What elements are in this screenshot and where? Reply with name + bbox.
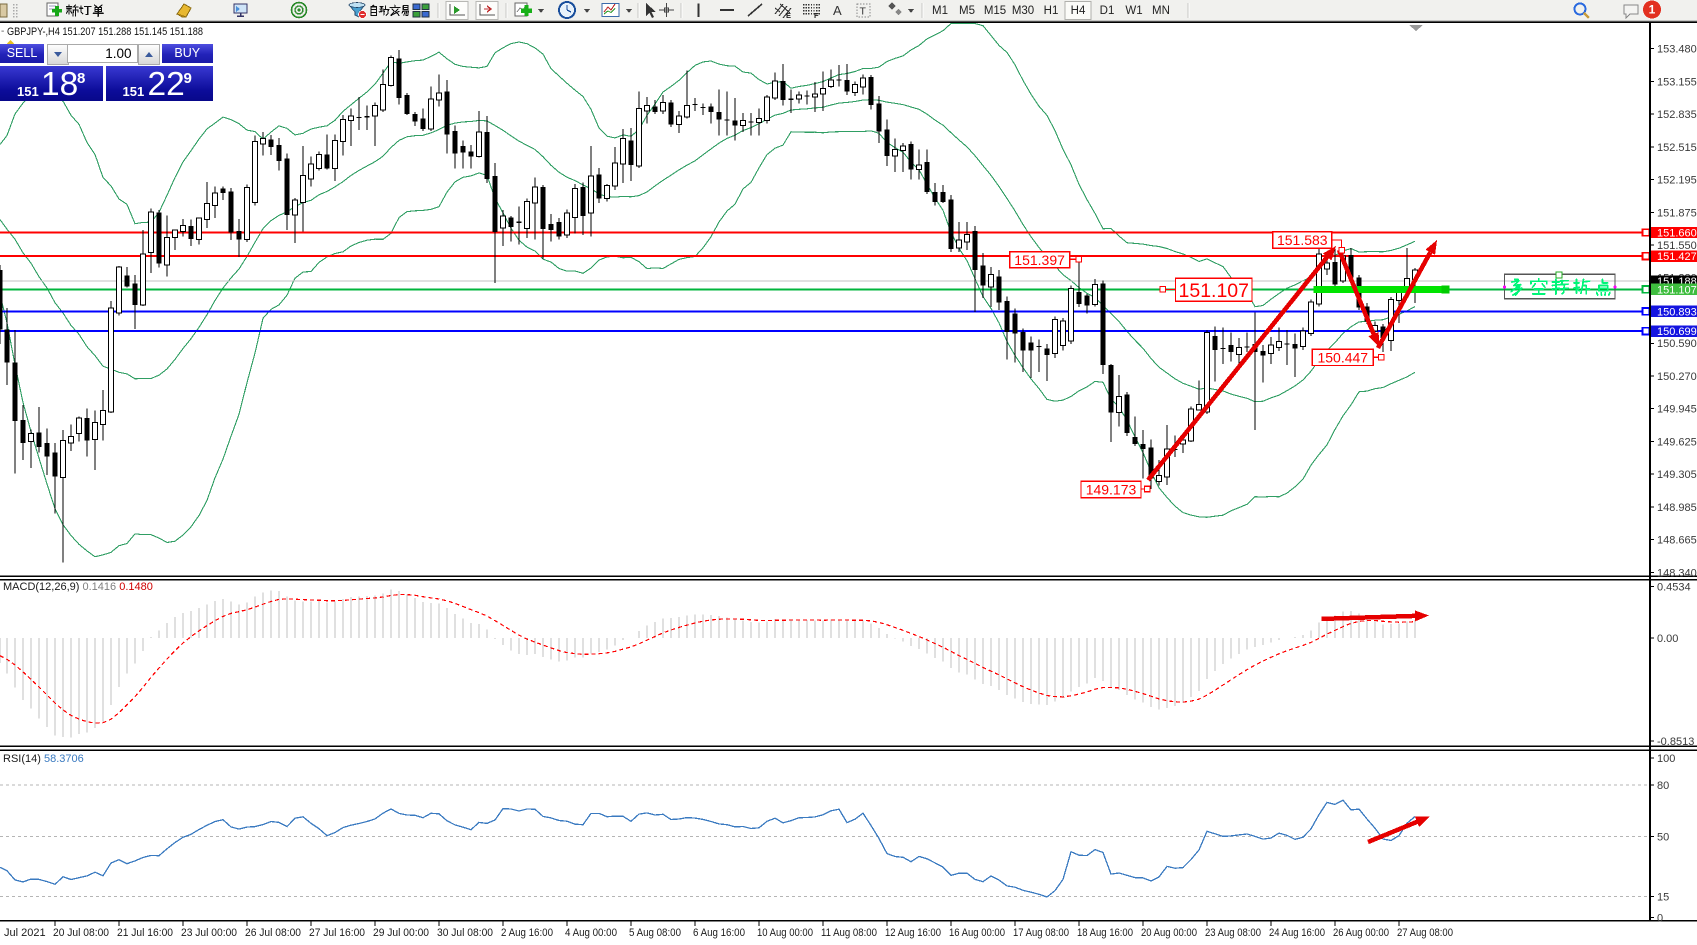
svg-text:148.985: 148.985	[1657, 502, 1697, 514]
svg-text:152.515: 152.515	[1657, 142, 1697, 154]
svg-text:27 Jul 16:00: 27 Jul 16:00	[309, 927, 365, 939]
svg-text:18 Aug 16:00: 18 Aug 16:00	[1077, 927, 1133, 939]
svg-text:26 Jul 08:00: 26 Jul 08:00	[245, 927, 301, 939]
svg-text:20 Aug 00:00: 20 Aug 00:00	[1141, 927, 1197, 939]
svg-text:F: F	[814, 11, 819, 20]
svg-text:80: 80	[1657, 780, 1669, 792]
svg-text:M5: M5	[959, 5, 975, 17]
svg-text:149.945: 149.945	[1657, 404, 1697, 416]
svg-text:-: -	[1, 26, 4, 37]
svg-text:153.155: 153.155	[1657, 76, 1697, 88]
svg-text:149.625: 149.625	[1657, 436, 1697, 448]
svg-text:153.480: 153.480	[1657, 44, 1697, 56]
svg-text:12 Aug 16:00: 12 Aug 16:00	[885, 927, 941, 939]
svg-text:11 Aug 08:00: 11 Aug 08:00	[821, 927, 877, 939]
svg-text:151.875: 151.875	[1657, 207, 1697, 219]
svg-text:MN: MN	[1152, 5, 1170, 17]
svg-text:150.270: 150.270	[1657, 371, 1697, 383]
svg-text:151.107: 151.107	[1657, 284, 1697, 296]
svg-text:27 Aug 08:00: 27 Aug 08:00	[1397, 927, 1453, 939]
svg-text:T: T	[860, 6, 867, 18]
svg-text:151.107: 151.107	[1179, 280, 1250, 302]
svg-text:17 Aug 08:00: 17 Aug 08:00	[1013, 927, 1069, 939]
svg-text:50: 50	[1657, 832, 1669, 844]
svg-text:4 Aug 00:00: 4 Aug 00:00	[565, 927, 617, 939]
svg-text:151.660: 151.660	[1657, 228, 1697, 240]
svg-text:151.583: 151.583	[1277, 232, 1328, 248]
svg-text:H4: H4	[1071, 5, 1086, 17]
svg-text:H1: H1	[1044, 5, 1059, 17]
svg-text:151.397: 151.397	[1014, 252, 1065, 268]
svg-text:16 Aug 00:00: 16 Aug 00:00	[949, 927, 1005, 939]
svg-text:21 Jul 16:00: 21 Jul 16:00	[117, 927, 173, 939]
svg-text:M15: M15	[984, 5, 1006, 17]
svg-text:D1: D1	[1100, 5, 1115, 17]
svg-text:23 Jul 00:00: 23 Jul 00:00	[181, 927, 237, 939]
svg-text:GBPJPY-,H4 151.207 151.288 15: GBPJPY-,H4 151.207 151.288 151.145 151.1…	[7, 26, 203, 38]
svg-text:148.340: 148.340	[1657, 567, 1697, 579]
svg-text:24 Aug 16:00: 24 Aug 16:00	[1269, 927, 1325, 939]
svg-text:0.4534: 0.4534	[1657, 582, 1691, 594]
svg-text:149.305: 149.305	[1657, 469, 1697, 481]
svg-text:6 Aug 16:00: 6 Aug 16:00	[693, 927, 745, 939]
svg-text:2 Aug 16:00: 2 Aug 16:00	[501, 927, 553, 939]
svg-text:M30: M30	[1012, 5, 1034, 17]
svg-text:5 Aug 08:00: 5 Aug 08:00	[629, 927, 681, 939]
svg-text:20 Jul 08:00: 20 Jul 08:00	[53, 927, 109, 939]
svg-text:E: E	[786, 11, 791, 20]
svg-text:MACD(12,26,9) 0.1416 0.1480: MACD(12,26,9) 0.1416 0.1480	[3, 581, 153, 593]
svg-text:29 Jul 00:00: 29 Jul 00:00	[373, 927, 429, 939]
svg-text:151.427: 151.427	[1657, 251, 1697, 263]
svg-text:150.590: 150.590	[1657, 338, 1697, 350]
svg-text:0.00: 0.00	[1657, 633, 1678, 645]
svg-text:26 Aug 00:00: 26 Aug 00:00	[1333, 927, 1389, 939]
svg-text:Jul 2021: Jul 2021	[4, 927, 46, 939]
svg-text:100: 100	[1657, 753, 1675, 765]
svg-text:0: 0	[1657, 913, 1663, 925]
svg-text:150.699: 150.699	[1657, 326, 1697, 338]
svg-text:RSI(14) 58.3706: RSI(14) 58.3706	[3, 753, 84, 765]
svg-text:152.195: 152.195	[1657, 175, 1697, 187]
svg-text:1: 1	[1649, 3, 1656, 17]
svg-text:15: 15	[1657, 891, 1669, 903]
svg-text:23 Aug 08:00: 23 Aug 08:00	[1205, 927, 1261, 939]
svg-text:150.447: 150.447	[1317, 349, 1368, 365]
svg-text:148.665: 148.665	[1657, 535, 1697, 547]
svg-text:30 Jul 08:00: 30 Jul 08:00	[437, 927, 493, 939]
svg-text:A: A	[833, 3, 842, 18]
svg-text:150.893: 150.893	[1657, 306, 1697, 318]
svg-text:10 Aug 00:00: 10 Aug 00:00	[757, 927, 813, 939]
svg-text:152.835: 152.835	[1657, 109, 1697, 121]
svg-text:M1: M1	[932, 5, 948, 17]
svg-text:-0.8513: -0.8513	[1657, 736, 1694, 748]
svg-text:149.173: 149.173	[1086, 482, 1137, 498]
svg-text:W1: W1	[1125, 5, 1142, 17]
